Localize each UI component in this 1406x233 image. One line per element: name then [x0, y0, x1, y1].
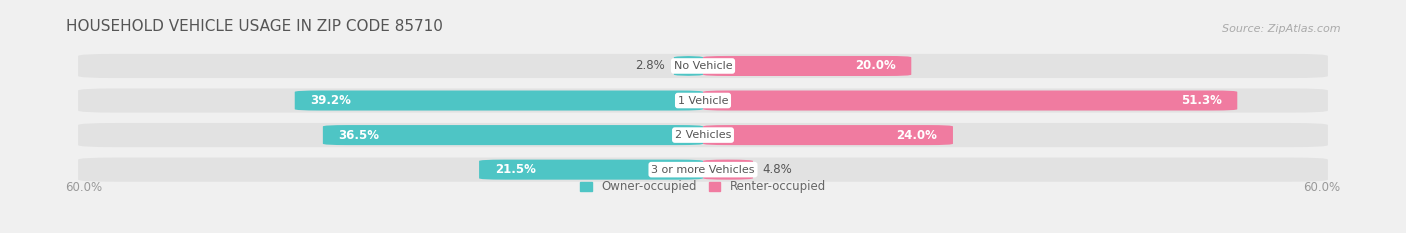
Text: HOUSEHOLD VEHICLE USAGE IN ZIP CODE 85710: HOUSEHOLD VEHICLE USAGE IN ZIP CODE 8571…	[66, 19, 443, 34]
FancyBboxPatch shape	[79, 54, 1327, 78]
Text: 60.0%: 60.0%	[1303, 181, 1340, 194]
Text: 21.5%: 21.5%	[495, 163, 536, 176]
Text: 1 Vehicle: 1 Vehicle	[678, 96, 728, 106]
FancyBboxPatch shape	[479, 160, 703, 180]
Text: 39.2%: 39.2%	[311, 94, 352, 107]
Text: 3 or more Vehicles: 3 or more Vehicles	[651, 165, 755, 175]
Text: 51.3%: 51.3%	[1181, 94, 1222, 107]
FancyBboxPatch shape	[703, 160, 754, 180]
Text: 20.0%: 20.0%	[855, 59, 896, 72]
FancyBboxPatch shape	[295, 90, 703, 110]
FancyBboxPatch shape	[703, 56, 911, 76]
Text: 2.8%: 2.8%	[634, 59, 665, 72]
Text: Source: ZipAtlas.com: Source: ZipAtlas.com	[1222, 24, 1340, 34]
Text: 24.0%: 24.0%	[897, 129, 938, 142]
FancyBboxPatch shape	[673, 56, 703, 76]
FancyBboxPatch shape	[79, 158, 1327, 182]
FancyBboxPatch shape	[323, 125, 703, 145]
Text: 4.8%: 4.8%	[762, 163, 792, 176]
FancyBboxPatch shape	[79, 89, 1327, 113]
Text: 36.5%: 36.5%	[339, 129, 380, 142]
FancyBboxPatch shape	[703, 90, 1237, 110]
Text: No Vehicle: No Vehicle	[673, 61, 733, 71]
Text: 60.0%: 60.0%	[66, 181, 103, 194]
FancyBboxPatch shape	[79, 123, 1327, 147]
Text: 2 Vehicles: 2 Vehicles	[675, 130, 731, 140]
Legend: Owner-occupied, Renter-occupied: Owner-occupied, Renter-occupied	[579, 180, 827, 193]
FancyBboxPatch shape	[703, 125, 953, 145]
